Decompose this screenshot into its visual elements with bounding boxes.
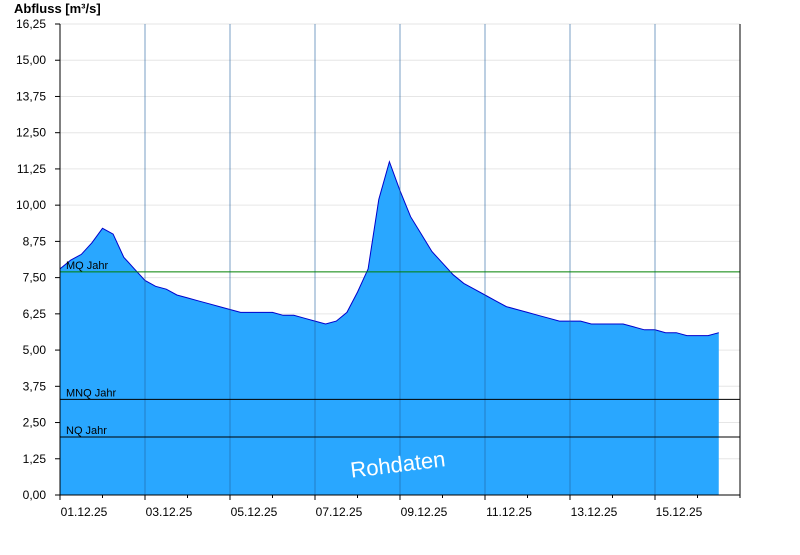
y-tick-label: 1,25 [23, 452, 47, 466]
y-tick-label: 7,50 [23, 271, 47, 285]
ref-line-label: MQ Jahr [66, 260, 109, 272]
y-tick-label: 3,75 [23, 379, 47, 393]
y-tick-label: 6,25 [23, 307, 47, 321]
x-tick-label: 01.12.25 [61, 505, 108, 519]
x-tick-label: 13.12.25 [571, 505, 618, 519]
y-axis-label: Abfluss [m³/s] [14, 1, 101, 16]
reference-lines: MQ Jahr MNQ Jahr NQ Jahr [60, 260, 740, 438]
x-tick-label: 11.12.25 [486, 505, 532, 519]
y-tick-label: 0,00 [23, 488, 47, 502]
ref-line-label: MNQ Jahr [66, 387, 116, 399]
y-tick-label: 11,25 [17, 162, 46, 176]
x-tick-label: 05.12.25 [231, 505, 278, 519]
y-tick-label: 12,50 [16, 126, 46, 140]
y-tick-label: 8,75 [23, 234, 47, 248]
x-tick-label: 15.12.25 [656, 505, 703, 519]
y-tick-label: 5,00 [23, 343, 47, 357]
discharge-line [59, 160, 719, 337]
ref-line-label: NQ Jahr [66, 425, 107, 437]
y-tick-label: 2,50 [23, 416, 47, 430]
axes: 0,00 1,25 2,50 3,75 5,00 6,25 7,50 8,75 10,00 11,… [16, 17, 741, 519]
y-tick-label: 16,25 [16, 17, 46, 31]
y-tick-label: 13,75 [16, 89, 46, 103]
y-tick-label: 15,00 [16, 53, 46, 67]
x-tick-label: 09.12.25 [401, 505, 448, 519]
discharge-area [60, 161, 719, 495]
data-area-layer [59, 24, 719, 495]
y-tick-label: 10,00 [16, 198, 46, 212]
x-tick-label: 03.12.25 [146, 505, 193, 519]
x-tick-label: 07.12.25 [316, 505, 363, 519]
